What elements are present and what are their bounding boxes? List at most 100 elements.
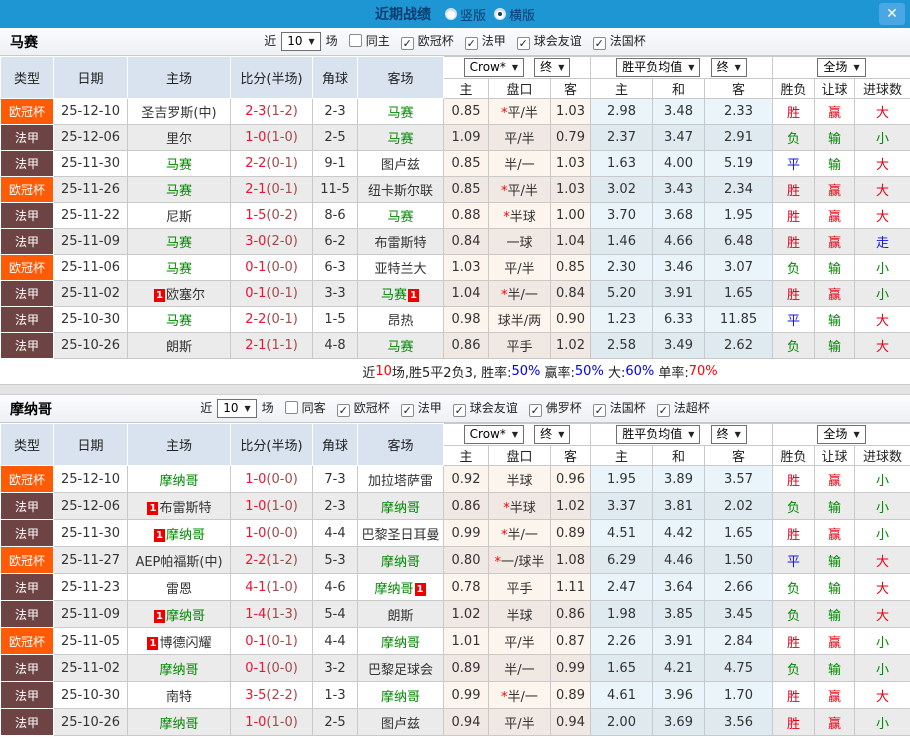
avg-away-odds: 1.95	[704, 202, 774, 229]
competition-label: 球会友谊	[533, 34, 582, 48]
competition-checkbox[interactable]: ✓	[592, 37, 606, 50]
home-odds: 0.99	[443, 519, 489, 547]
col-header-score: 比分(半场)	[230, 56, 313, 99]
subcol-handicap: 盘口	[488, 78, 551, 99]
summary-part: 大:	[603, 366, 626, 381]
away-team: 摩纳哥 1	[357, 573, 444, 601]
score-cell: 1-0(1-0)	[230, 492, 313, 520]
result-handicap: 赢	[814, 681, 856, 709]
col-header-home: 主场	[127, 56, 231, 99]
away-odds: 1.02	[549, 332, 592, 359]
competition-checkbox[interactable]: ✓	[336, 404, 350, 417]
avg-type-select[interactable]: 胜平负均值	[616, 425, 701, 444]
layout-radio[interactable]	[444, 8, 457, 20]
avg-away-odds: 4.75	[704, 654, 774, 682]
subcol-goals-result: 进球数	[854, 78, 910, 99]
away-odds: 1.03	[549, 176, 592, 203]
home-odds: 0.84	[443, 228, 489, 255]
competition-type-cell: 法甲	[0, 124, 54, 151]
avg-time-select[interactable]: 终	[710, 425, 747, 444]
result-winloss: 负	[772, 492, 816, 520]
same-venue-checkbox[interactable]	[284, 401, 298, 414]
avg-home-odds: 2.47	[590, 573, 654, 601]
competition-checkbox[interactable]: ✓	[400, 404, 414, 417]
early-change-marker: *	[501, 106, 508, 121]
early-change-marker: *	[503, 500, 510, 516]
match-date: 25-11-09	[53, 228, 128, 255]
same-venue-checkbox[interactable]	[348, 34, 362, 47]
full-score: 3-0	[245, 234, 267, 249]
competition-type-cell: 欧冠杯	[0, 98, 54, 125]
team-name: 摩纳哥	[10, 401, 52, 418]
competition-label: 法国杯	[609, 34, 646, 48]
result-winloss: 胜	[772, 708, 816, 736]
result-handicap: 输	[814, 306, 856, 333]
table-row: 法甲 25-12-06 里尔 1-0(1-0) 2-5 马赛 1.09 平/半 0.79 2.37…	[0, 124, 910, 151]
half-score: (0-1)	[266, 312, 298, 327]
handicap-cell: 半球	[488, 600, 551, 628]
result-winloss: 胜	[772, 681, 816, 709]
result-goals: 走	[854, 228, 910, 255]
red-card-badge: 1	[153, 609, 165, 623]
away-team: 昂热	[357, 306, 444, 333]
subcol-avg-away: 客	[704, 78, 774, 99]
score-cell: 2-1(0-1)	[230, 176, 313, 203]
competition-type-cell: 法甲	[0, 654, 54, 682]
odds-time-select[interactable]: 终	[534, 425, 571, 444]
competition-type-cell: 法甲	[0, 573, 54, 601]
same-venue-label: 同主	[365, 34, 390, 48]
away-team: 布雷斯特	[357, 228, 444, 255]
away-odds: 0.90	[549, 306, 592, 333]
corner-cell: 4-4	[312, 627, 358, 655]
competition-checkbox[interactable]: ✓	[592, 404, 606, 417]
team-label: 图卢兹	[380, 716, 420, 732]
layout-radio[interactable]	[494, 8, 506, 20]
team-label: 摩纳哥	[159, 716, 199, 732]
avg-type-select[interactable]: 胜平负均值	[616, 58, 701, 77]
competition-checkbox[interactable]: ✓	[464, 37, 478, 50]
competition-checkbox[interactable]: ✓	[400, 37, 414, 50]
result-winloss: 平	[772, 150, 816, 177]
close-button[interactable]: ✕	[879, 3, 905, 25]
away-odds: 0.86	[549, 600, 592, 628]
competition-checkbox[interactable]: ✓	[452, 404, 466, 417]
team-label: 摩纳哥	[380, 635, 420, 651]
bookmaker-select[interactable]: Crow*	[463, 425, 525, 444]
bookmaker-select[interactable]: Crow*	[463, 58, 525, 77]
handicap-cell: 半/一	[488, 654, 551, 682]
score-cell: 0-1(0-1)	[230, 280, 313, 307]
competition-checkbox[interactable]: ✓	[528, 404, 542, 417]
home-team: 雷恩	[127, 573, 231, 601]
avg-time-select[interactable]: 终	[710, 58, 747, 77]
recent-label: 近	[264, 34, 277, 48]
avg-home-odds: 2.26	[590, 627, 654, 655]
home-team: 马赛	[127, 306, 231, 333]
match-date: 25-11-02	[53, 654, 128, 682]
odds-time-select[interactable]: 终	[534, 58, 571, 77]
competition-type-cell: 欧冠杯	[0, 627, 54, 655]
home-odds: 0.89	[443, 654, 489, 682]
summary-part: 10	[375, 364, 392, 379]
home-team: 尼斯	[127, 202, 231, 229]
away-team: 马赛	[357, 124, 444, 151]
away-odds: 0.84	[549, 280, 592, 307]
scope-select[interactable]: 全场	[817, 425, 866, 444]
subcol-home-odds: 主	[443, 445, 489, 466]
full-score: 1-0	[245, 525, 267, 541]
competition-checkbox[interactable]: ✓	[656, 404, 670, 417]
table-row: 法甲 25-10-26 朗斯 2-1(1-1) 4-8 马赛 0.86 平手 1.02 2.58 3…	[0, 332, 910, 359]
avg-home-odds: 2.37	[590, 124, 654, 151]
handicap-cell: 平手	[488, 332, 551, 359]
recent-count-select[interactable]: 10	[217, 399, 257, 418]
away-odds: 0.79	[549, 124, 592, 151]
avg-draw-odds: 3.64	[652, 573, 706, 601]
half-score: (1-0)	[266, 498, 298, 514]
result-handicap: 输	[814, 254, 856, 281]
recent-count-select[interactable]: 10	[281, 32, 321, 51]
table-row: 法甲 25-11-09 1 摩纳哥 1-4(1-3) 5-4 朗斯 1.02 半球 0.86 1.9…	[0, 600, 910, 628]
competition-checkbox[interactable]: ✓	[516, 37, 530, 50]
away-odds: 1.00	[549, 202, 592, 229]
result-goals: 小	[854, 627, 910, 655]
scope-select[interactable]: 全场	[817, 58, 866, 77]
subcol-handicap-result: 让球	[814, 78, 856, 99]
